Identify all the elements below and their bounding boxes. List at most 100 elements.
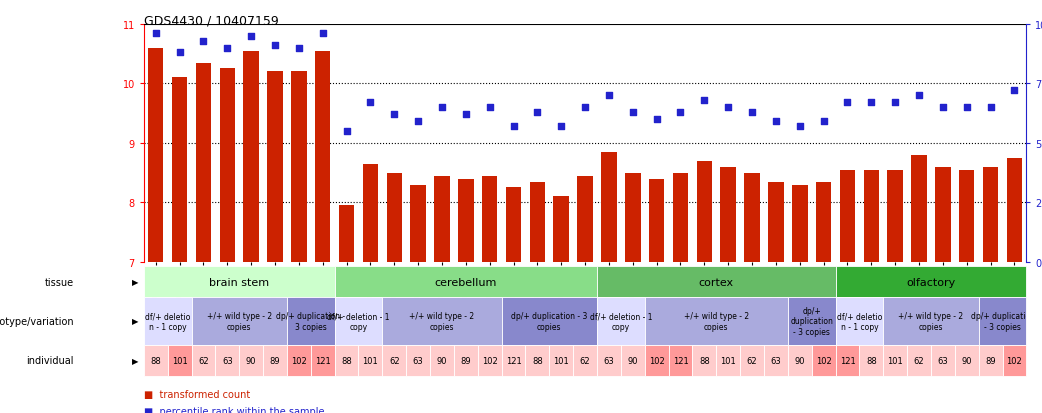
Text: 88: 88	[699, 356, 710, 365]
Text: df/+ deletion - 1
copy: df/+ deletion - 1 copy	[590, 311, 652, 331]
Text: GDS4430 / 10407159: GDS4430 / 10407159	[144, 14, 278, 27]
Point	[624, 109, 641, 116]
Point	[577, 104, 594, 111]
Text: 90: 90	[794, 356, 805, 365]
Text: 62: 62	[389, 356, 399, 365]
Bar	[864, 170, 879, 262]
Text: dp/+ duplication -
3 copies: dp/+ duplication - 3 copies	[276, 311, 345, 331]
Text: 63: 63	[603, 356, 615, 365]
Bar	[884, 345, 908, 376]
Bar	[291, 72, 306, 262]
Text: brain stem: brain stem	[209, 277, 269, 287]
Text: 121: 121	[505, 356, 521, 365]
Point	[386, 112, 402, 119]
Point	[219, 45, 235, 52]
Point	[959, 104, 975, 111]
Text: 121: 121	[315, 356, 330, 365]
Text: cortex: cortex	[699, 277, 734, 287]
Point	[863, 100, 879, 107]
Bar	[172, 78, 188, 262]
Text: 89: 89	[270, 356, 280, 365]
Bar	[669, 345, 693, 376]
Text: ■  transformed count: ■ transformed count	[144, 389, 250, 399]
Bar	[334, 297, 382, 345]
Point	[291, 45, 307, 52]
Bar	[144, 345, 168, 376]
Text: 62: 62	[747, 356, 758, 365]
Bar	[645, 345, 669, 376]
Bar	[311, 345, 334, 376]
Bar	[935, 167, 950, 262]
Text: +/+ wild type - 2
copies: +/+ wild type - 2 copies	[898, 311, 964, 331]
Text: ■  percentile rank within the sample: ■ percentile rank within the sample	[144, 406, 324, 413]
Bar	[435, 176, 450, 262]
Text: 90: 90	[437, 356, 447, 365]
Bar	[477, 345, 501, 376]
Point	[553, 123, 570, 130]
Bar	[525, 345, 549, 376]
Text: dp/+ duplication - 3
copies: dp/+ duplication - 3 copies	[512, 311, 588, 331]
Text: genotype/variation: genotype/variation	[0, 316, 74, 326]
Bar	[884, 297, 978, 345]
Bar	[358, 345, 382, 376]
Bar	[840, 170, 855, 262]
Bar	[529, 182, 545, 262]
Bar	[812, 345, 836, 376]
Point	[768, 119, 785, 126]
Text: 88: 88	[150, 356, 162, 365]
Point	[315, 31, 331, 38]
Point	[481, 104, 498, 111]
Bar	[454, 345, 477, 376]
Bar	[549, 345, 573, 376]
Point	[171, 50, 188, 57]
Bar	[983, 167, 998, 262]
Text: 88: 88	[532, 356, 543, 365]
Bar	[339, 206, 354, 262]
Bar	[263, 345, 287, 376]
Text: individual: individual	[26, 355, 74, 366]
Bar	[693, 345, 716, 376]
Bar	[244, 52, 258, 262]
Point	[529, 109, 546, 116]
Bar	[1007, 158, 1022, 262]
Text: 89: 89	[986, 356, 996, 365]
Bar	[744, 173, 760, 262]
Bar	[315, 52, 330, 262]
Bar	[597, 266, 836, 297]
Bar	[908, 345, 931, 376]
Point	[410, 119, 426, 126]
Text: 90: 90	[627, 356, 638, 365]
Text: 101: 101	[888, 356, 903, 365]
Bar	[196, 63, 212, 262]
Point	[696, 97, 713, 104]
Text: 62: 62	[914, 356, 924, 365]
Bar	[406, 345, 430, 376]
Bar	[601, 152, 617, 262]
Bar	[168, 345, 192, 376]
Bar	[649, 179, 665, 262]
Text: 63: 63	[222, 356, 232, 365]
Text: dp/+
duplication
- 3 copies: dp/+ duplication - 3 copies	[790, 306, 834, 336]
Bar	[287, 297, 334, 345]
Text: olfactory: olfactory	[907, 277, 956, 287]
Text: +/+ wild type - 2
copies: +/+ wild type - 2 copies	[206, 311, 272, 331]
Text: df/+ deletio
n - 1 copy: df/+ deletio n - 1 copy	[837, 311, 883, 331]
Bar	[573, 345, 597, 376]
Bar	[931, 345, 954, 376]
Bar	[764, 345, 788, 376]
Text: df/+ deletio
n - 1 copy: df/+ deletio n - 1 copy	[145, 311, 191, 331]
Bar	[216, 345, 240, 376]
Point	[648, 116, 665, 123]
Bar	[192, 345, 216, 376]
Bar	[597, 297, 645, 345]
Text: dp/+ duplication
- 3 copies: dp/+ duplication - 3 copies	[970, 311, 1035, 331]
Text: 62: 62	[198, 356, 208, 365]
Bar	[740, 345, 764, 376]
Bar	[501, 297, 597, 345]
Bar	[978, 297, 1026, 345]
Bar	[1002, 345, 1026, 376]
Bar	[458, 179, 473, 262]
Point	[815, 119, 832, 126]
Text: 63: 63	[938, 356, 948, 365]
Bar	[959, 170, 974, 262]
